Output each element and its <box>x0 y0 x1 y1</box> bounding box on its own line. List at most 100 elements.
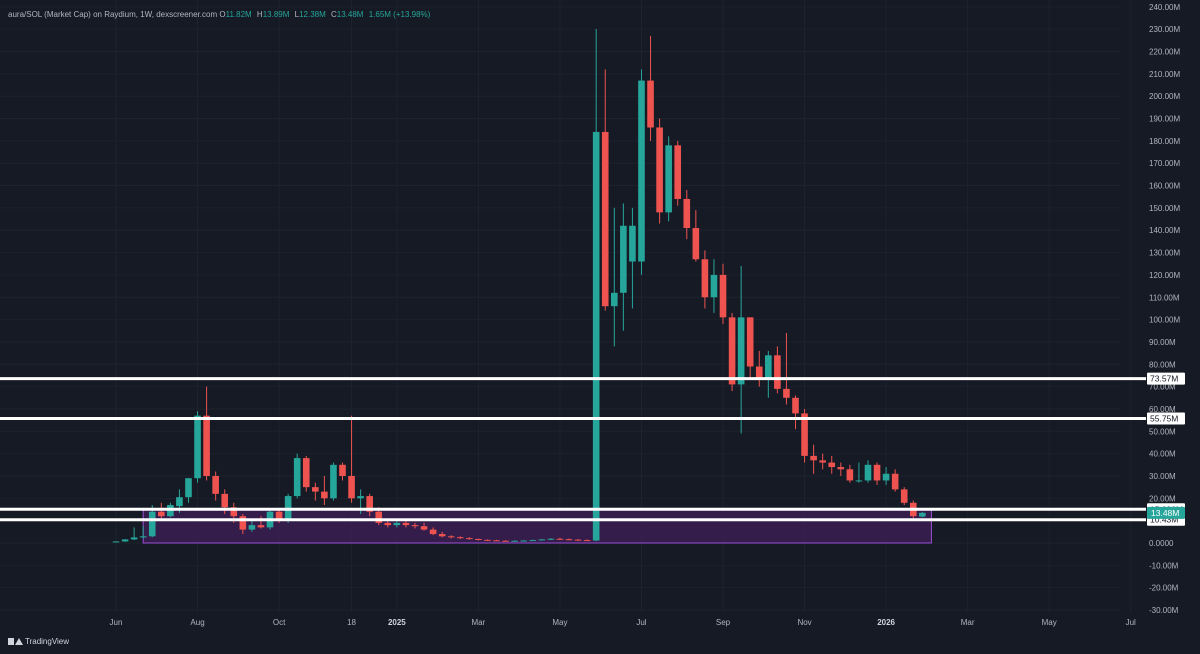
candle-body <box>302 458 310 488</box>
candle-body <box>819 460 826 463</box>
candle-down <box>321 475 328 506</box>
candle-down <box>574 538 582 541</box>
candle-body <box>900 489 908 503</box>
candle-down <box>647 35 654 141</box>
candle-body <box>828 462 836 468</box>
candle-up <box>511 540 518 542</box>
candle-down <box>212 471 219 501</box>
y-tick-label: 110.00M <box>1149 293 1180 302</box>
candle-down <box>701 250 709 309</box>
candle-body <box>375 511 383 523</box>
candle-up <box>665 136 672 222</box>
x-tick-label: 2026 <box>877 618 895 627</box>
candle-up <box>855 462 863 483</box>
candle-body <box>873 464 881 481</box>
current-price-label: 13.48M <box>1151 508 1179 518</box>
candle-down <box>438 531 446 538</box>
candle-body <box>665 145 672 213</box>
candle-body <box>728 317 736 385</box>
candle-body <box>574 539 582 541</box>
candle-body <box>221 493 229 508</box>
x-tick-label: Jul <box>1126 618 1136 627</box>
candle-body <box>185 478 192 498</box>
x-axis[interactable]: Jun Aug Oct 18 2025 Mar May Jul Sep Nov 2026 Mar May… <box>110 618 1137 627</box>
level-label-bg <box>1147 372 1185 385</box>
candle-up <box>293 453 301 499</box>
y-tick-label: 70.00M <box>1149 383 1176 392</box>
candle-body <box>656 127 663 213</box>
candle-body <box>683 198 691 229</box>
candle-body <box>864 464 872 481</box>
candle-down <box>456 536 464 539</box>
candle-up <box>248 520 256 532</box>
candle-down <box>819 453 826 470</box>
candle-down <box>556 537 564 540</box>
candle-body <box>348 475 355 499</box>
candle-body <box>158 511 165 517</box>
ohlc-high: H13.89M <box>256 10 290 19</box>
candle-body <box>212 475 219 494</box>
candle-up <box>882 467 890 485</box>
candle-down <box>348 415 355 503</box>
y-tick-label: 90.00M <box>1149 338 1176 347</box>
candle-down <box>402 520 410 528</box>
x-tick-label: May <box>1042 618 1057 627</box>
candle-up <box>330 462 337 501</box>
candle-body <box>447 536 455 538</box>
candle-up <box>112 541 120 543</box>
tradingview-logo[interactable]: TradingView <box>8 637 69 646</box>
candle-down <box>565 538 573 541</box>
candle-body <box>502 540 509 542</box>
candle-down <box>837 462 845 476</box>
y-axis[interactable]: 240.00M 230.00M 220.00M 210.00M 200.00M 190.0… <box>1147 3 1185 615</box>
y-tick-label: 240.00M <box>1149 3 1180 12</box>
candle-down <box>891 469 899 492</box>
y-tick-label: 180.00M <box>1149 137 1180 146</box>
candle-body <box>130 537 138 540</box>
candle-down <box>683 190 691 240</box>
candle-body <box>139 536 147 538</box>
level-label: 55.75M <box>1150 413 1178 423</box>
y-tick-label: 40.00M <box>1149 450 1176 459</box>
candle-body <box>112 541 120 543</box>
candle-body <box>466 538 473 540</box>
y-tick-label: 60.00M <box>1149 405 1176 414</box>
y-tick-label: 0.0000 <box>1149 539 1174 548</box>
candle-body <box>511 540 518 542</box>
candle-body <box>293 458 301 497</box>
candle-down <box>746 317 754 380</box>
candle-body <box>746 317 754 367</box>
candle-body <box>601 131 609 307</box>
candle-up <box>864 460 872 483</box>
y-tick-label: 230.00M <box>1149 25 1180 34</box>
candle-up <box>520 540 527 542</box>
candle-up <box>919 511 926 518</box>
candle-body <box>330 464 337 499</box>
candle-down <box>302 455 310 492</box>
candle-body <box>547 538 555 540</box>
candle-down <box>339 462 346 481</box>
x-tick-label: Sep <box>716 618 731 627</box>
candle-body <box>438 534 446 537</box>
candle-body <box>919 512 926 517</box>
candle-body <box>855 480 863 482</box>
candle-body <box>583 540 591 542</box>
candle-body <box>801 413 808 456</box>
candle-body <box>810 455 817 461</box>
candle-body <box>429 529 437 535</box>
candle-down <box>475 538 482 541</box>
candle-body <box>891 473 899 490</box>
candle-body <box>257 525 265 528</box>
candle-down <box>203 386 210 481</box>
candle-up <box>538 538 546 541</box>
y-tick-label: -10.00M <box>1149 561 1179 570</box>
candle-body <box>248 525 256 530</box>
candle-down <box>493 539 500 542</box>
candle-body <box>393 522 401 526</box>
y-tick-label: 160.00M <box>1149 182 1180 191</box>
candle-body <box>638 80 645 262</box>
ohlc-low: L12.38M <box>294 10 326 19</box>
x-tick-label: Jun <box>110 618 123 627</box>
horizontal-levels[interactable] <box>0 377 1146 522</box>
